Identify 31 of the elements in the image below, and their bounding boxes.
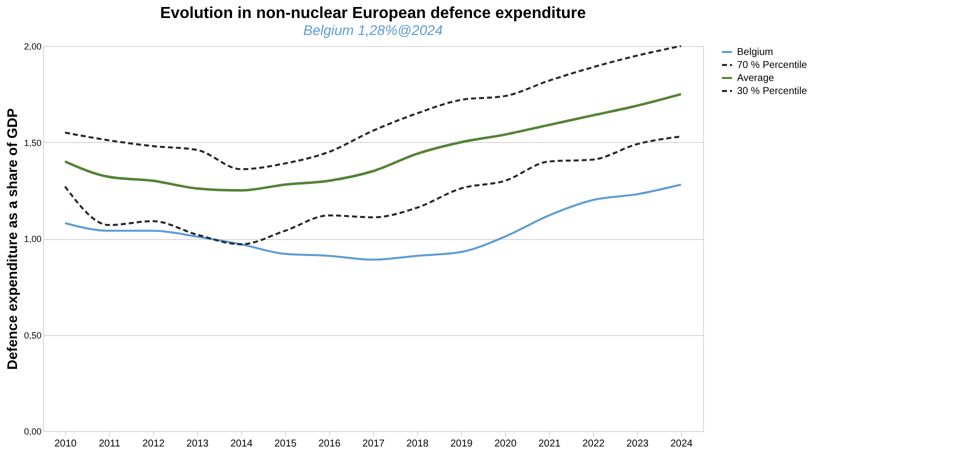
x-tick-label: 2012 [142,438,166,450]
line-series [64,184,682,261]
x-tick-label: 2023 [626,438,650,450]
y-tick-label: 2,00 [24,42,42,52]
y-tick-label: 1,00 [24,234,42,244]
line-series [64,92,682,192]
x-tick-label: 2015 [274,438,298,450]
x-tick-label: 2024 [670,438,694,450]
x-tick-label: 2010 [54,438,78,450]
line-series [64,45,682,170]
x-tick-label: 2017 [362,438,386,450]
y-tick-label: 0,50 [24,330,42,340]
chart-subtitle: Belgium 1,28%@2024 [303,22,443,38]
y-tick-label: 0,00 [24,426,42,436]
x-tick-label: 2011 [98,438,121,450]
legend-label: Belgium [737,47,774,58]
x-tick-label: 2019 [450,438,474,450]
legend-label: 70 % Percentile [737,60,808,71]
y-tick-label: 1,50 [24,138,42,148]
chart-title: Evolution in non-nuclear European defence expenditure [160,5,586,22]
x-tick-label: 2018 [406,438,430,450]
legend-label: Average [737,73,775,84]
line-series [64,135,682,246]
x-tick-label: 2016 [318,438,342,450]
x-tick-label: 2021 [538,438,562,450]
legend-label: 30 % Percentile [737,86,808,97]
x-tick-label: 2020 [494,438,518,450]
x-tick-label: 2022 [582,438,606,450]
x-tick-label: 2013 [186,438,210,450]
y-axis-title: Defence expenditure as a share of GDP [4,108,20,370]
x-tick-label: 2014 [230,438,254,450]
